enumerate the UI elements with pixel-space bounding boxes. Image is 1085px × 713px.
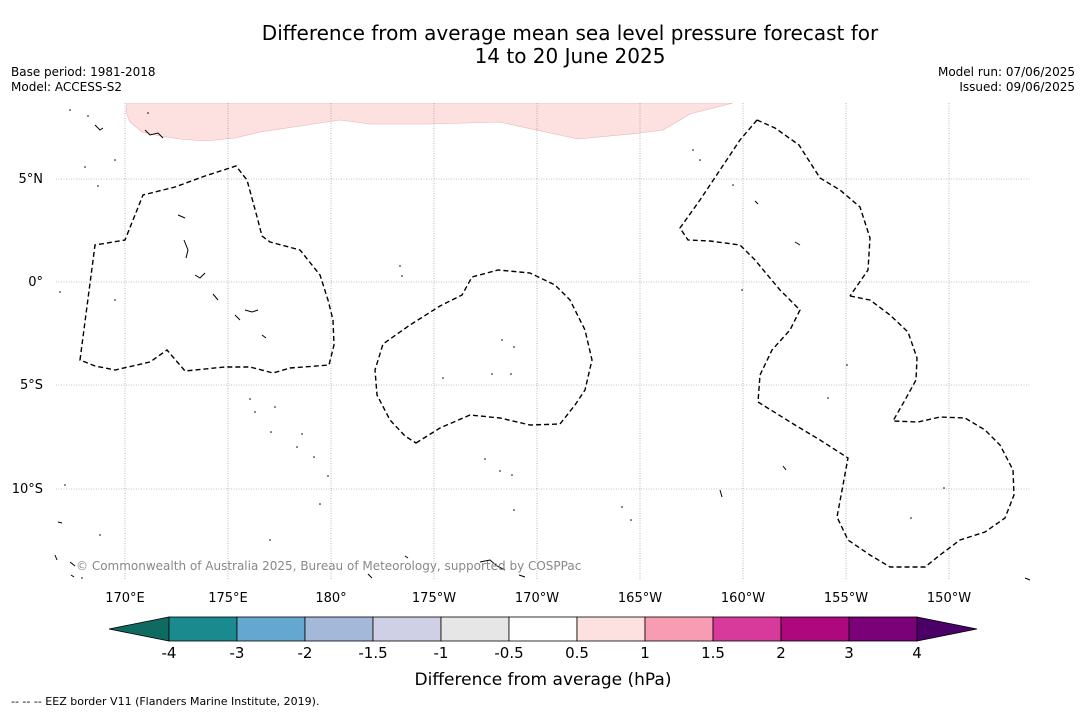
colorbar-tick-label: -1.5 <box>358 644 387 662</box>
colorbar-tick-label: 1.5 <box>701 644 725 662</box>
title-line-1: Difference from average mean sea level p… <box>261 21 879 45</box>
colorbar-tick-label: 1 <box>640 644 650 662</box>
eez-line-islands-west <box>679 119 801 403</box>
colorbar-tick-label: 3 <box>844 644 854 662</box>
lon-label-165w: 165°W <box>618 591 662 606</box>
colorbar-tick-label: -3 <box>230 644 245 662</box>
colorbar-low-extend <box>108 616 170 642</box>
meta-left: Base period: 1981-2018 Model: ACCESS-S2 <box>11 65 156 95</box>
colorbar-cell <box>848 616 918 642</box>
title-line-2: 14 to 20 June 2025 <box>474 44 666 68</box>
lat-label-eq: 0° <box>28 275 43 290</box>
map-title: Difference from average mean sea level p… <box>0 22 1085 68</box>
gridlines <box>56 103 1031 580</box>
colorbar-cell <box>780 616 850 642</box>
eez-line-islands-south <box>757 401 1015 568</box>
lon-label-150w: 150°W <box>927 591 971 606</box>
model-run: Model run: 07/06/2025 <box>937 65 1075 79</box>
lon-label-155w: 155°W <box>824 591 868 606</box>
islands <box>54 124 1031 581</box>
colorbar-tick-label: -4 <box>162 644 177 662</box>
colorbar-cell <box>372 616 442 642</box>
colorbar-cell <box>304 616 374 642</box>
lon-label-170w: 170°W <box>515 591 559 606</box>
colorbar-cell <box>712 616 782 642</box>
colorbar-tick-label: 0.5 <box>565 644 589 662</box>
colorbar-cell <box>440 616 510 642</box>
base-period: Base period: 1981-2018 <box>11 65 156 79</box>
lon-label-180: 180° <box>315 591 346 606</box>
colorbar-tick-label: -0.5 <box>494 644 523 662</box>
positive-anomaly-region <box>125 103 734 142</box>
lon-label-170e: 170°E <box>105 591 145 606</box>
copyright-notice: © Commonwealth of Australia 2025, Bureau… <box>76 559 581 573</box>
eez-footnote: -- -- -- EEZ border V11 (Flanders Marine… <box>11 695 320 708</box>
issued-date: Issued: 09/06/2025 <box>959 80 1075 94</box>
colorbar-tick-label: -2 <box>298 644 313 662</box>
lon-label-160w: 160°W <box>721 591 765 606</box>
colorbar-tick-label: -1 <box>434 644 449 662</box>
eez-borders <box>79 119 1015 568</box>
lat-label-10s: 10°S <box>12 482 43 497</box>
island-dots <box>59 109 945 579</box>
colorbar-tick-label: 4 <box>912 644 922 662</box>
colorbar-cell <box>236 616 306 642</box>
lon-label-175w: 175°W <box>412 591 456 606</box>
longitude-labels: 170°E 175°E 180° 175°W 170°W 165°W 160°W… <box>105 591 971 606</box>
colorbar: -4 -3 -2 -1.5 -1 -0.5 0.5 1 1.5 2 3 4 <box>108 616 978 662</box>
colorbar-cell <box>644 616 714 642</box>
eez-line-islands-north <box>756 119 871 297</box>
colorbar-cell <box>508 616 578 642</box>
lat-label-5n: 5°N <box>19 172 44 187</box>
meta-right: Model run: 07/06/2025 Issued: 09/06/2025 <box>938 65 1075 95</box>
latitude-labels: 5°N 0° 5°S 10°S <box>12 172 43 497</box>
colorbar-cell <box>576 616 646 642</box>
colorbar-label: Difference from average (hPa) <box>415 670 672 690</box>
eez-tokelau <box>374 269 593 444</box>
colorbar-cell <box>168 616 238 642</box>
lat-label-5s: 5°S <box>20 378 43 393</box>
colorbar-high-extend <box>916 616 978 642</box>
eez-line-islands-east <box>849 295 918 422</box>
colorbar-tick-label: 2 <box>776 644 786 662</box>
lon-label-175e: 175°E <box>208 591 248 606</box>
eez-kiribati-gilberts <box>79 165 335 374</box>
model-name: Model: ACCESS-S2 <box>11 80 123 94</box>
